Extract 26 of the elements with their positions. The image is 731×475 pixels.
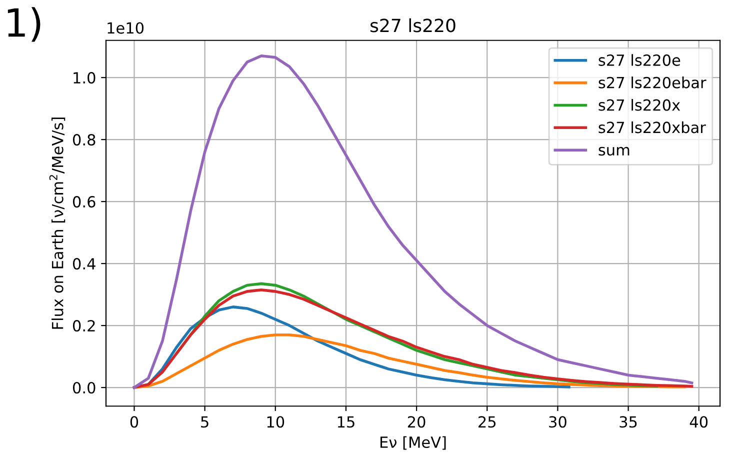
line-series: [132, 288, 694, 389]
x-tick-label: 0: [130, 416, 138, 428]
x-tick-label: 20: [408, 416, 426, 428]
x-tick-label: 5: [201, 416, 208, 428]
x-tick-label: 35: [620, 416, 637, 428]
x-tick-label: 40: [690, 416, 708, 428]
legend-label: s27 ls220xbar: [598, 121, 706, 134]
legend-label: s27 ls220x: [598, 98, 680, 111]
x-tick-label: 15: [338, 416, 354, 428]
y-tick-label: 0.0: [72, 382, 96, 394]
x-tick-label: 10: [267, 416, 284, 428]
y-tick-label: 1.0: [74, 72, 96, 84]
y-axis-title: Flux on Earth [ν/cm$^{2}$/MeV/s]: [49, 118, 66, 329]
y-tick-label: 0.4: [72, 258, 96, 270]
x-tick-label: 25: [478, 416, 496, 428]
legend-label: s27 ls220ebar: [598, 76, 706, 88]
chart-title: s27 ls220: [370, 18, 456, 32]
x-tick-label: 30: [549, 416, 566, 428]
legend-label: s27 ls220e: [598, 54, 680, 66]
legend-label: sum: [598, 146, 630, 156]
x-axis-title: Eν [MeV]: [380, 436, 446, 450]
y-tick-label: 0.6: [72, 196, 96, 208]
text: 1): [8, 7, 40, 42]
y-tick-label: 0.8: [72, 134, 96, 146]
text: 1e10: [108, 22, 144, 34]
y-tick-label: 0.2: [72, 320, 95, 332]
